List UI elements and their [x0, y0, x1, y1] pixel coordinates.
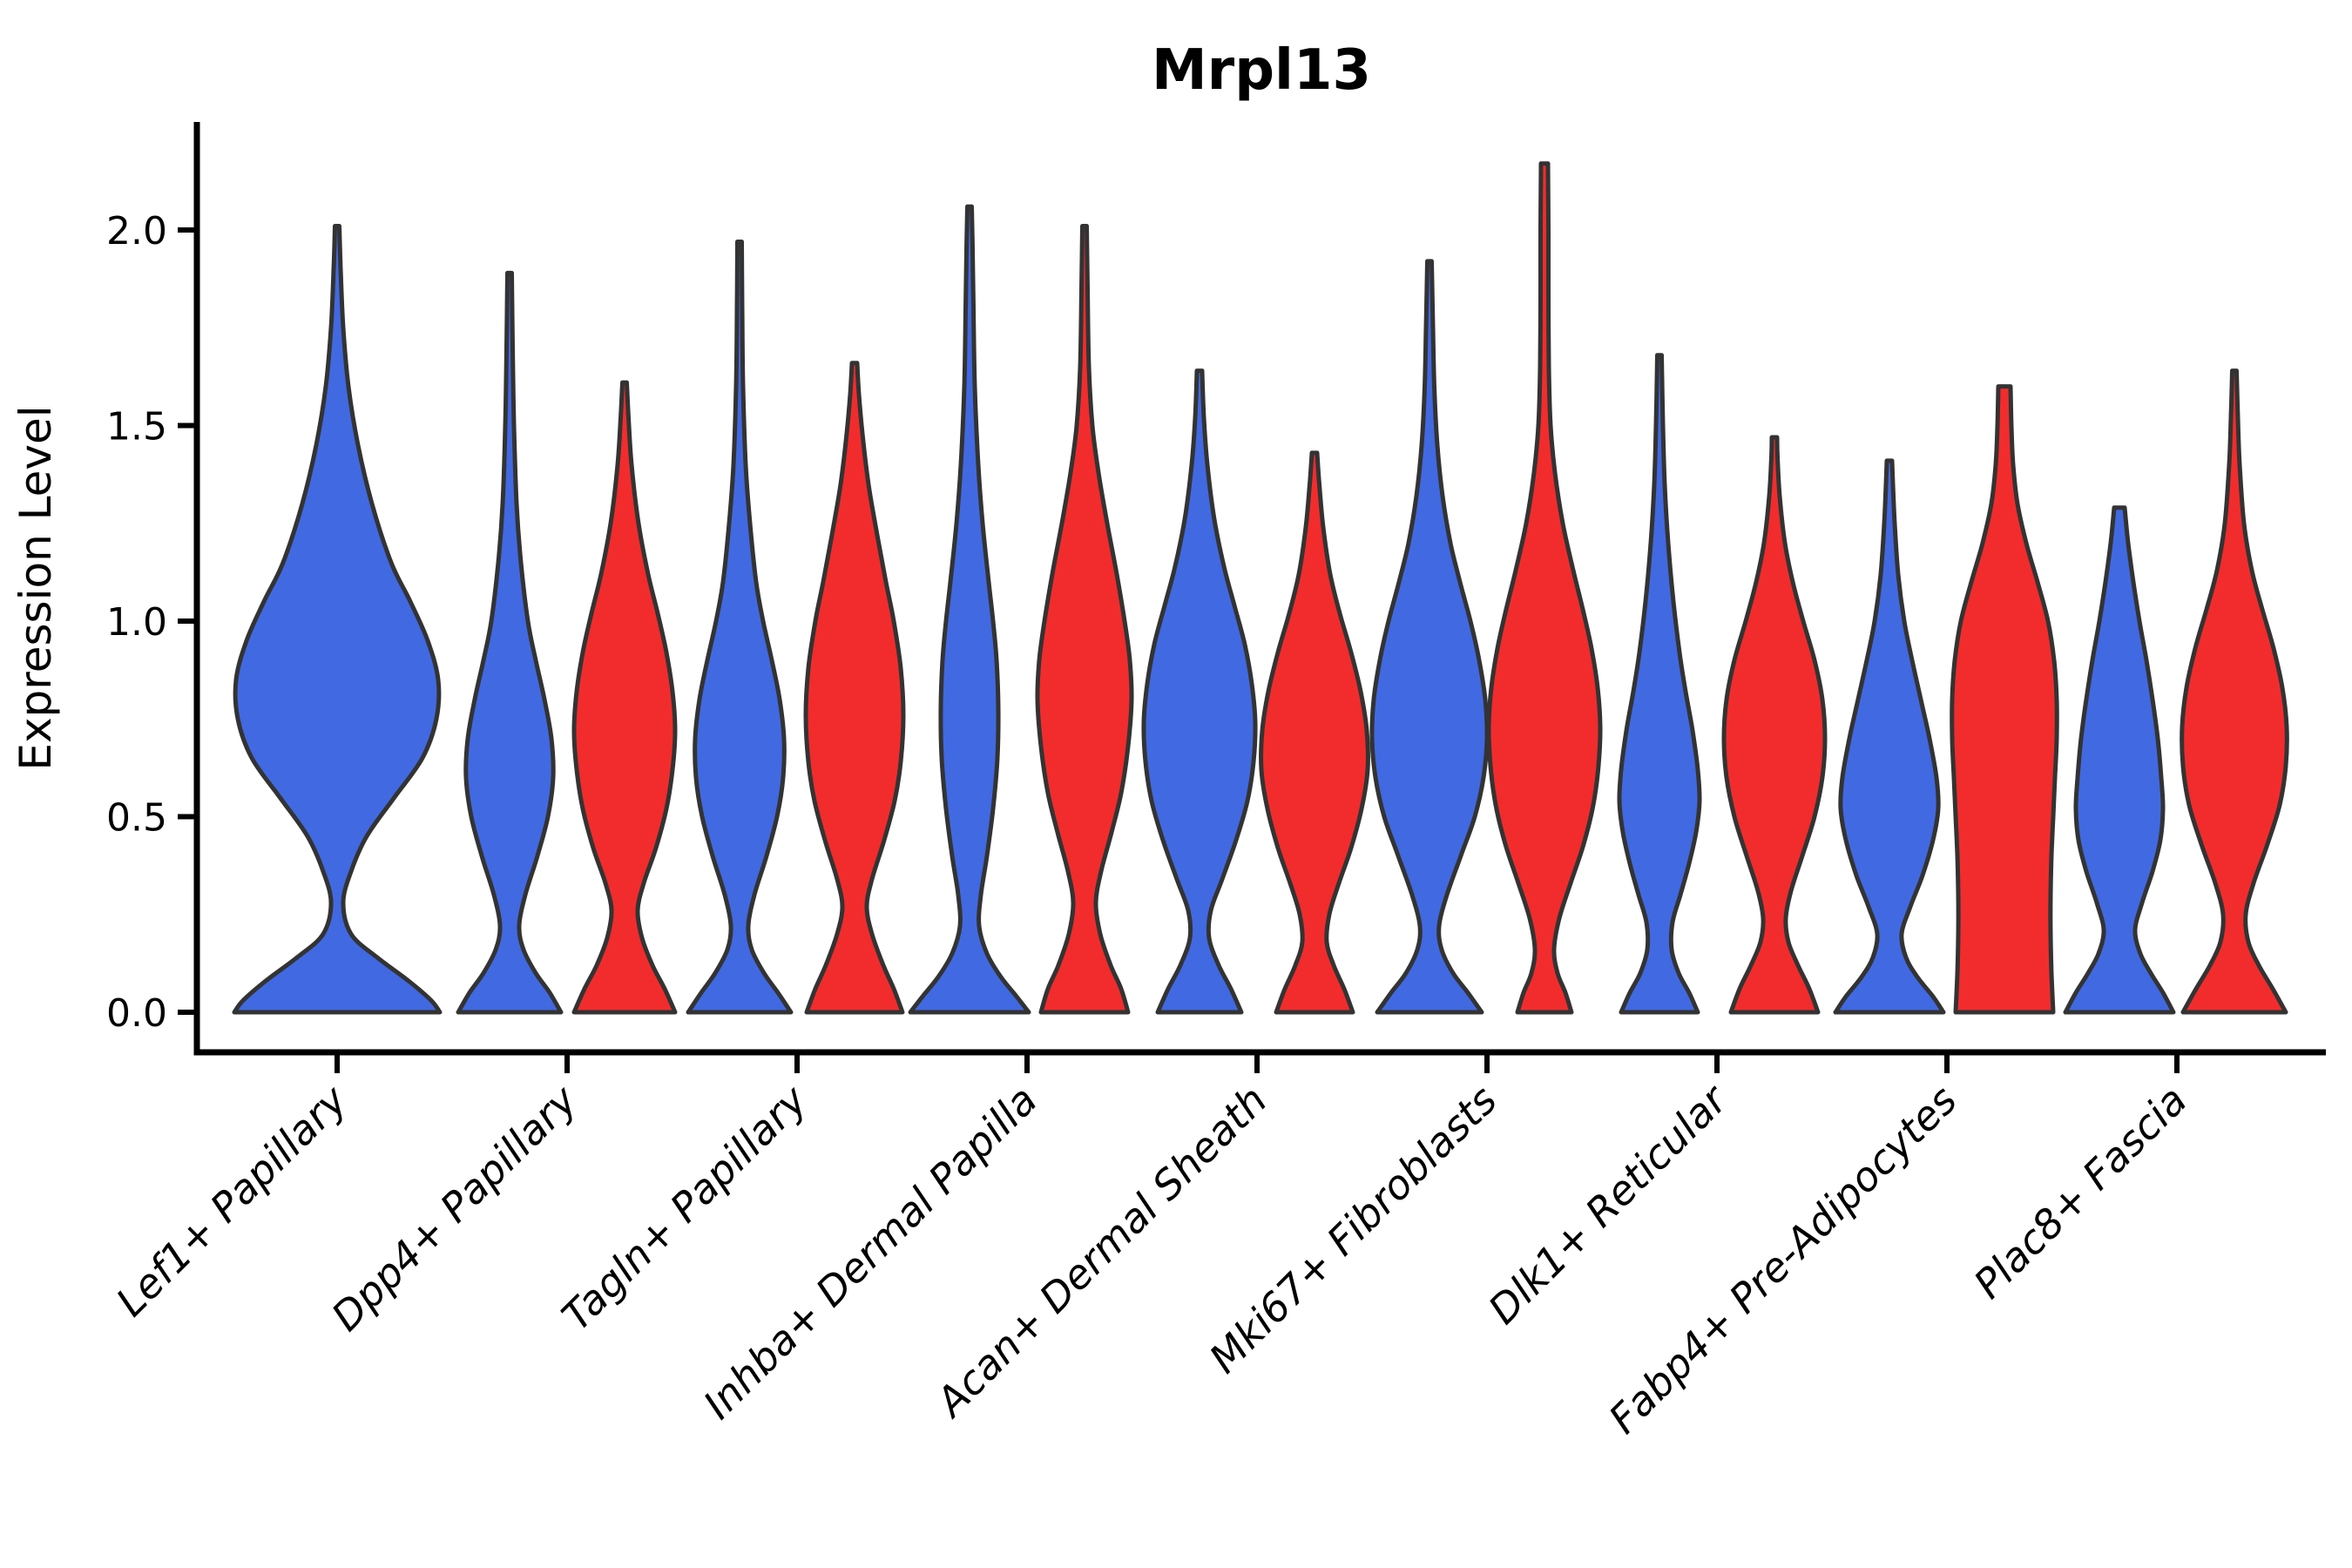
- violin-plac8-fascia-blue: [2063, 505, 2176, 1015]
- violin-inhba-dermal-papilla-blue: [908, 204, 1031, 1015]
- x-tick-label-tagln-papillary: Tagln+ Papillary: [552, 1076, 816, 1340]
- violin-mki67-fibroblasts-blue: [1369, 259, 1490, 1015]
- x-tick-label-dlk1-reticular: Dlk1+ Reticular: [1479, 1074, 1738, 1333]
- y-tick-label: 1.0: [106, 600, 167, 645]
- violins-group: [232, 161, 2289, 1015]
- violin-lef1-papillary-blue: [232, 224, 443, 1015]
- y-ticks-group: 0.0 0.5 1.0 1.5 2.0: [106, 209, 197, 1036]
- violin-dlk1-reticular-red: [1721, 435, 1828, 1015]
- chart-title: Mrpl13: [1152, 38, 1371, 103]
- y-tick-label: 1.5: [106, 405, 167, 449]
- violin-acan-dermal-sheath-blue: [1141, 368, 1258, 1015]
- y-tick-label: 0.5: [106, 796, 167, 841]
- violin-mki67-fibroblasts-red: [1486, 161, 1603, 1015]
- violin-dlk1-reticular-blue: [1617, 353, 1702, 1015]
- violin-tagln-papillary-blue: [686, 240, 794, 1015]
- violin-fabp4-pre-adipocytes-blue: [1833, 458, 1946, 1015]
- violin-inhba-dermal-papilla-red: [1035, 224, 1134, 1015]
- y-tick-label: 0.0: [106, 991, 167, 1036]
- x-tick-label-plac8-fascia: Plac8+ Fascia: [1964, 1077, 2195, 1308]
- violin-dpp4-papillary-blue: [456, 270, 564, 1015]
- violin-tagln-papillary-red: [803, 361, 906, 1015]
- violin-plac8-fascia-red: [2180, 368, 2289, 1015]
- x-tick-label-dpp4-papillary: Dpp4+ Papillary: [322, 1076, 586, 1340]
- y-tick-label: 2.0: [106, 209, 167, 253]
- y-axis-label: Expression Level: [10, 405, 61, 770]
- x-tick-label-lef1-papillary: Lef1+ Papillary: [107, 1076, 356, 1325]
- violin-dpp4-papillary-red: [571, 380, 678, 1015]
- violin-acan-dermal-sheath-red: [1259, 450, 1370, 1015]
- violin-fabp4-pre-adipocytes-red: [1950, 384, 2059, 1015]
